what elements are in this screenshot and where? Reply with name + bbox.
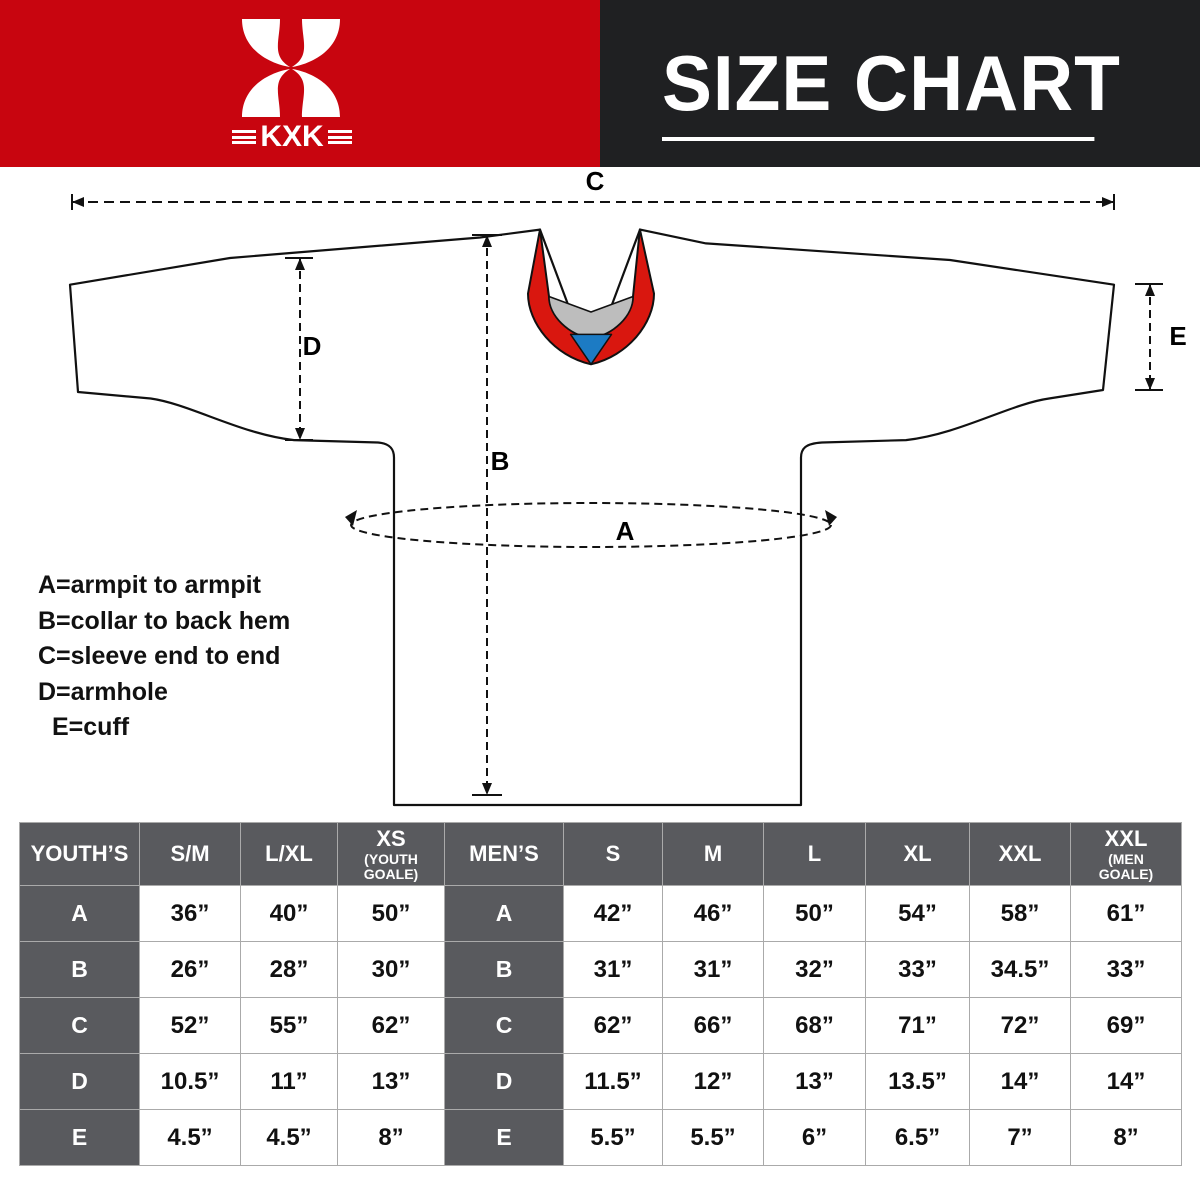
svg-text:A: A	[616, 516, 635, 546]
svg-text:E: E	[1169, 321, 1186, 351]
svg-text:C: C	[586, 170, 605, 196]
svg-text:B: B	[491, 446, 510, 476]
svg-text:D: D	[303, 331, 322, 361]
